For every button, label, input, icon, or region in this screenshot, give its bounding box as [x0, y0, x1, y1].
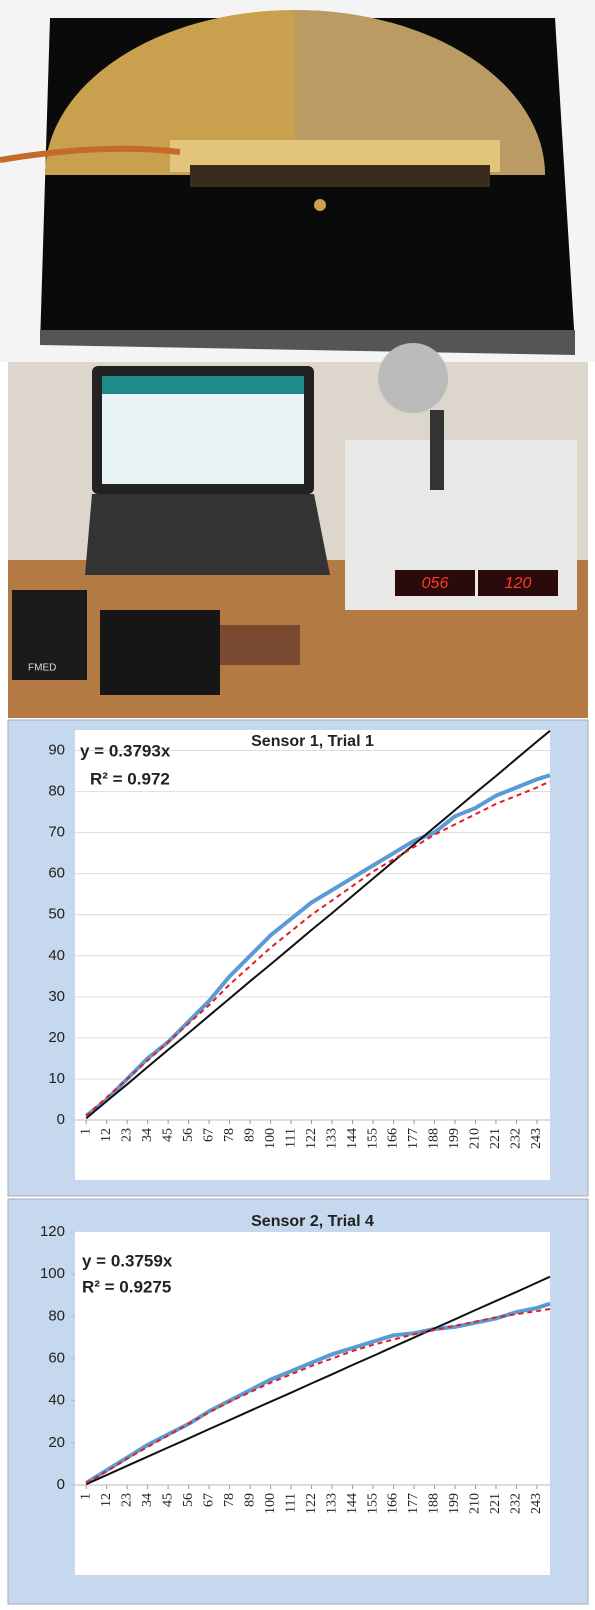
x-tick-label: 45 — [160, 1128, 175, 1142]
x-tick-label: 166 — [386, 1128, 401, 1149]
x-tick-label: 155 — [365, 1493, 380, 1514]
x-tick-label: 23 — [119, 1493, 134, 1507]
y-tick-label: 0 — [57, 1476, 65, 1493]
x-tick-label: 89 — [242, 1493, 257, 1507]
photo-setup: 056 120 FMED — [8, 343, 588, 718]
x-tick-label: 133 — [324, 1493, 339, 1514]
x-tick-label: 34 — [140, 1493, 155, 1507]
x-tick-label: 34 — [140, 1128, 155, 1142]
x-tick-label: 78 — [222, 1128, 237, 1142]
x-tick-label: 45 — [160, 1493, 175, 1507]
x-tick-label: 111 — [283, 1493, 298, 1513]
y-tick-label: 20 — [48, 1434, 65, 1451]
x-tick-label: 243 — [529, 1128, 544, 1149]
x-tick-label: 122 — [304, 1493, 319, 1514]
x-tick-label: 177 — [406, 1493, 421, 1514]
y-tick-label: 60 — [48, 1349, 65, 1366]
x-tick-label: 177 — [406, 1128, 421, 1149]
plot-area — [75, 730, 550, 1180]
chart-title: Sensor 1, Trial 1 — [251, 733, 374, 750]
x-tick-label: 199 — [447, 1493, 462, 1514]
laptop-base — [85, 494, 330, 575]
chart-title: Sensor 2, Trial 4 — [251, 1213, 374, 1230]
x-tick-label: 67 — [201, 1128, 216, 1142]
x-tick-label: 122 — [304, 1128, 319, 1149]
x-tick-label: 89 — [242, 1128, 257, 1142]
x-tick-label: 1 — [78, 1128, 93, 1135]
x-tick-label: 56 — [181, 1128, 196, 1142]
y-tick-label: 20 — [48, 1029, 65, 1046]
figure: 056 120 FMED 010203040506070809011223344… — [0, 0, 595, 1610]
x-tick-label: 188 — [427, 1493, 442, 1514]
x-tick-label: 67 — [201, 1493, 216, 1507]
display-reading: 120 — [505, 575, 532, 592]
x-tick-label: 12 — [99, 1128, 114, 1142]
page: 056 120 FMED 010203040506070809011223344… — [0, 0, 595, 1610]
display-reading: 056 — [422, 575, 449, 592]
y-tick-label: 80 — [48, 783, 65, 800]
chart: 0 10 20 30 40 50 60 70 80 90 1 12 23 34 45 56 67 78 89 100 1… — [8, 720, 588, 1196]
x-tick-label: 133 — [324, 1128, 339, 1149]
x-tick-label: 243 — [529, 1493, 544, 1514]
annotation: y = 0.3793x — [80, 741, 171, 760]
y-tick-label: 120 — [40, 1223, 65, 1240]
box-label: FMED — [28, 663, 56, 674]
x-tick-label: 232 — [509, 1128, 524, 1149]
sensor-device — [100, 610, 220, 695]
x-tick-label: 100 — [263, 1493, 278, 1514]
y-tick-label: 100 — [40, 1265, 65, 1282]
x-tick-label: 210 — [468, 1128, 483, 1149]
y-tick-label: 30 — [48, 988, 65, 1005]
screw — [314, 199, 326, 211]
y-tick-label: 80 — [48, 1307, 65, 1324]
y-tick-label: 70 — [48, 824, 65, 841]
y-tick-label: 50 — [48, 906, 65, 923]
x-tick-label: 199 — [447, 1128, 462, 1149]
photo-device — [0, 0, 595, 362]
x-tick-label: 78 — [222, 1493, 237, 1507]
x-tick-label: 232 — [509, 1493, 524, 1514]
annotation: R² = 0.9275 — [82, 1277, 171, 1296]
annotation: y = 0.3759x — [82, 1251, 173, 1270]
lamp — [378, 343, 448, 413]
x-tick-label: 1 — [78, 1493, 93, 1500]
y-tick-label: 10 — [48, 1070, 65, 1087]
annotation: R² = 0.972 — [90, 769, 170, 788]
x-tick-label: 210 — [468, 1493, 483, 1514]
y-tick-label: 40 — [48, 1392, 65, 1409]
x-tick-label: 12 — [99, 1493, 114, 1507]
x-tick-label: 155 — [365, 1128, 380, 1149]
x-tick-label: 56 — [181, 1493, 196, 1507]
x-tick-label: 188 — [427, 1128, 442, 1149]
x-tick-label: 144 — [345, 1128, 360, 1149]
x-tick-label: 111 — [283, 1128, 298, 1148]
chart: 0 20 40 60 80 100 120 1 12 23 34 45 56 67 78 89 100 111 12… — [8, 1199, 588, 1604]
x-tick-label: 221 — [488, 1128, 503, 1149]
circuit-board — [220, 625, 300, 665]
x-tick-label: 100 — [263, 1128, 278, 1149]
y-tick-label: 60 — [48, 865, 65, 882]
x-tick-label: 23 — [119, 1128, 134, 1142]
y-tick-label: 90 — [48, 741, 65, 758]
screen-bar — [102, 376, 304, 394]
lamp-stand — [430, 410, 444, 490]
holder — [190, 165, 490, 187]
y-tick-label: 0 — [57, 1111, 65, 1128]
x-tick-label: 166 — [386, 1493, 401, 1514]
y-tick-label: 40 — [48, 947, 65, 964]
x-tick-label: 221 — [488, 1493, 503, 1514]
x-tick-label: 144 — [345, 1493, 360, 1514]
